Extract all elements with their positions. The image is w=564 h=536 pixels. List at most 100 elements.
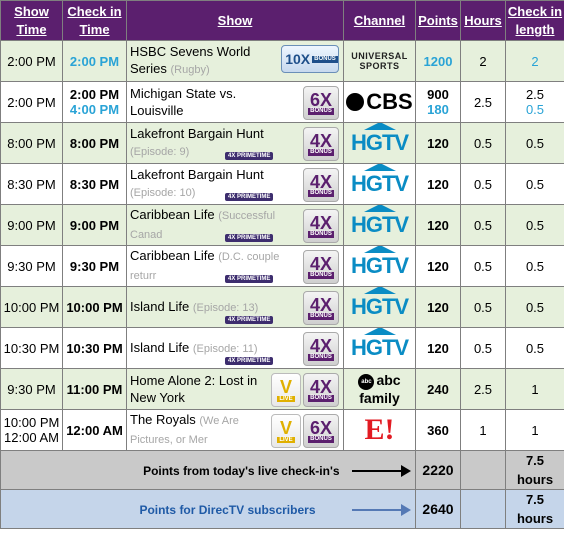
channel-cell: abc abc family	[343, 368, 416, 410]
header-show-time[interactable]: Show Time	[0, 0, 63, 41]
show-subtitle: (Successful Canad	[130, 210, 276, 241]
channel-cell: E!	[343, 409, 416, 451]
points-cell: 120	[415, 204, 461, 246]
bonus-badge: 4X BONUS	[303, 209, 339, 243]
show-title: Island Life (Episode: 11)	[130, 339, 258, 355]
table-row: 8:00 PM 8:00 PM Lakefront Bargain Hunt (Ep…	[0, 122, 564, 164]
channel-cell: HGTV	[343, 245, 416, 287]
check-in-cell: 9:30 PM	[62, 245, 127, 287]
show-title: Lakefront Bargain Hunt (Episode: 10)	[130, 167, 264, 199]
check-in-cell: 11:00 PM	[62, 368, 127, 410]
show-subtitle: (Rugby)	[170, 64, 210, 76]
primetime-badge: 4X PRIMETIME	[225, 357, 274, 365]
points-cell: 900 180	[415, 81, 461, 123]
show-cell[interactable]: Lakefront Bargain Hunt (Episode: 10) 4X BO…	[126, 163, 344, 205]
show-time-cell: 2:00 PM	[0, 81, 63, 123]
check-in-cell: 9:00 PM	[62, 204, 127, 246]
show-cell[interactable]: Caribbean Life (D.C. couple returr 4X BONU…	[126, 245, 344, 287]
show-cell[interactable]: Home Alone 2: Lost in New York V LIVE 4X BON…	[126, 368, 344, 410]
live-icon: V LIVE	[271, 414, 301, 448]
show-time-cell: 9:30 PM	[0, 368, 63, 410]
header-points[interactable]: Points	[415, 0, 461, 41]
show-title: Island Life (Episode: 13)	[130, 298, 259, 314]
arrow-icon	[343, 450, 416, 490]
length-cell: 0.5	[505, 327, 564, 369]
hours-cell: 1	[460, 409, 506, 451]
show-title: Caribbean Life (D.C. couple returr	[130, 248, 280, 282]
hgtv-logo: HGTV	[350, 328, 409, 360]
show-time-cell: 9:00 PM	[0, 204, 63, 246]
summary-directv-row: Points for DirecTV subscribers 2640 7.5 h…	[0, 489, 564, 529]
primetime-badge: 4X PRIMETIME	[225, 193, 274, 201]
summary-hours-unit: hours	[516, 472, 554, 487]
live-icon: V LIVE	[271, 373, 301, 407]
show-cell[interactable]: Island Life (Episode: 13) 4X BONUS 4X PRIME…	[126, 286, 344, 328]
summary-hours: 7.5	[525, 492, 545, 507]
show-time-cell: 9:30 PM	[0, 245, 63, 287]
hours-cell: 0.5	[460, 122, 506, 164]
bonus-badge: 4X BONUS	[303, 332, 339, 366]
show-cell[interactable]: Caribbean Life (Successful Canad 4X BONUS 4…	[126, 204, 344, 246]
bonus-badge: 4X BONUS	[303, 250, 339, 284]
summary-hours-unit: hours	[516, 511, 554, 526]
length-cell: 1	[505, 368, 564, 410]
length-cell: 0.5	[505, 245, 564, 287]
header-check-in-time[interactable]: Check in Time	[62, 0, 127, 41]
show-cell[interactable]: Lakefront Bargain Hunt (Episode: 9) 4X BON…	[126, 122, 344, 164]
show-title: Home Alone 2: Lost in New York	[130, 373, 258, 405]
hgtv-logo: HGTV	[350, 287, 409, 319]
table-row: 8:30 PM 8:30 PM Lakefront Bargain Hunt (Ep…	[0, 163, 564, 205]
bonus-badge: 4X BONUS	[303, 291, 339, 325]
primetime-badge: 4X PRIMETIME	[225, 234, 274, 242]
universal-sports-logo: UNIVERSAL SPORTS	[351, 51, 408, 71]
summary-live-row: Points from today's live check-in's 2220…	[0, 450, 564, 490]
length-cell: 1	[505, 409, 564, 451]
table-row: 2:00 PM 2:00 PM HSBC Sevens World Series (…	[0, 40, 564, 82]
table-row: 10:00 PM 10:00 PM Island Life (Episode: 13…	[0, 286, 564, 328]
show-subtitle: (We Are Pictures, or Mer	[130, 415, 239, 446]
length-cell: 0.5	[505, 204, 564, 246]
summary-label: Points for DirecTV subscribers	[139, 502, 316, 517]
length-cell: 0.5	[505, 163, 564, 205]
header-hours[interactable]: Hours	[460, 0, 506, 41]
table-row: 10:00 PM 12:00 AM 12:00 AM The Royals (We A…	[0, 409, 564, 451]
length-cell: 0.5	[505, 122, 564, 164]
show-title: Lakefront Bargain Hunt (Episode: 9)	[130, 126, 264, 158]
header-row: Show Time Check in Time Show Channel Poi…	[0, 0, 564, 41]
show-subtitle: (D.C. couple returr	[130, 251, 280, 282]
channel-cell: HGTV	[343, 286, 416, 328]
check-in-cell: 8:30 PM	[62, 163, 127, 205]
length-cell: 0.5	[505, 286, 564, 328]
points-cell: 240	[415, 368, 461, 410]
show-cell[interactable]: HSBC Sevens World Series (Rugby) 10X BONUS	[126, 40, 344, 82]
points-cell: 1200	[415, 40, 461, 82]
show-subtitle: (Episode: 10)	[130, 187, 196, 199]
header-channel[interactable]: Channel	[343, 0, 416, 41]
hours-cell: 0.5	[460, 245, 506, 287]
channel-cell: HGTV	[343, 163, 416, 205]
hours-cell: 0.5	[460, 286, 506, 328]
show-time-cell: 10:00 PM	[0, 286, 63, 328]
hgtv-logo: HGTV	[350, 123, 409, 155]
bonus-badge: 6X BONUS	[303, 414, 339, 448]
show-subtitle: (Episode: 11)	[192, 342, 258, 355]
show-cell[interactable]: Island Life (Episode: 11) 4X BONUS 4X PRIME…	[126, 327, 344, 369]
show-title: The Royals (We Are Pictures, or Mer	[130, 412, 239, 446]
show-subtitle: (Episode: 9)	[130, 146, 190, 158]
points-cell: 120	[415, 122, 461, 164]
channel-cell: HGTV	[343, 122, 416, 164]
bonus-badge: 4X BONUS	[303, 168, 339, 202]
bonus-badge: 4X BONUS	[303, 373, 339, 407]
header-check-in-length[interactable]: Check in length	[505, 0, 564, 41]
hours-cell: 0.5	[460, 163, 506, 205]
channel-cell: CBS	[343, 81, 416, 123]
primetime-badge: 4X PRIMETIME	[225, 152, 274, 160]
points-cell: 120	[415, 163, 461, 205]
points-cell: 120	[415, 327, 461, 369]
header-show[interactable]: Show	[126, 0, 344, 41]
table-row: 9:30 PM 11:00 PM Home Alone 2: Lost in New…	[0, 368, 564, 410]
show-cell[interactable]: The Royals (We Are Pictures, or Mer V LIVE…	[126, 409, 344, 451]
show-cell[interactable]: Michigan State vs. Louisville 6X BONUS	[126, 81, 344, 123]
show-title: Michigan State vs. Louisville	[130, 86, 237, 118]
